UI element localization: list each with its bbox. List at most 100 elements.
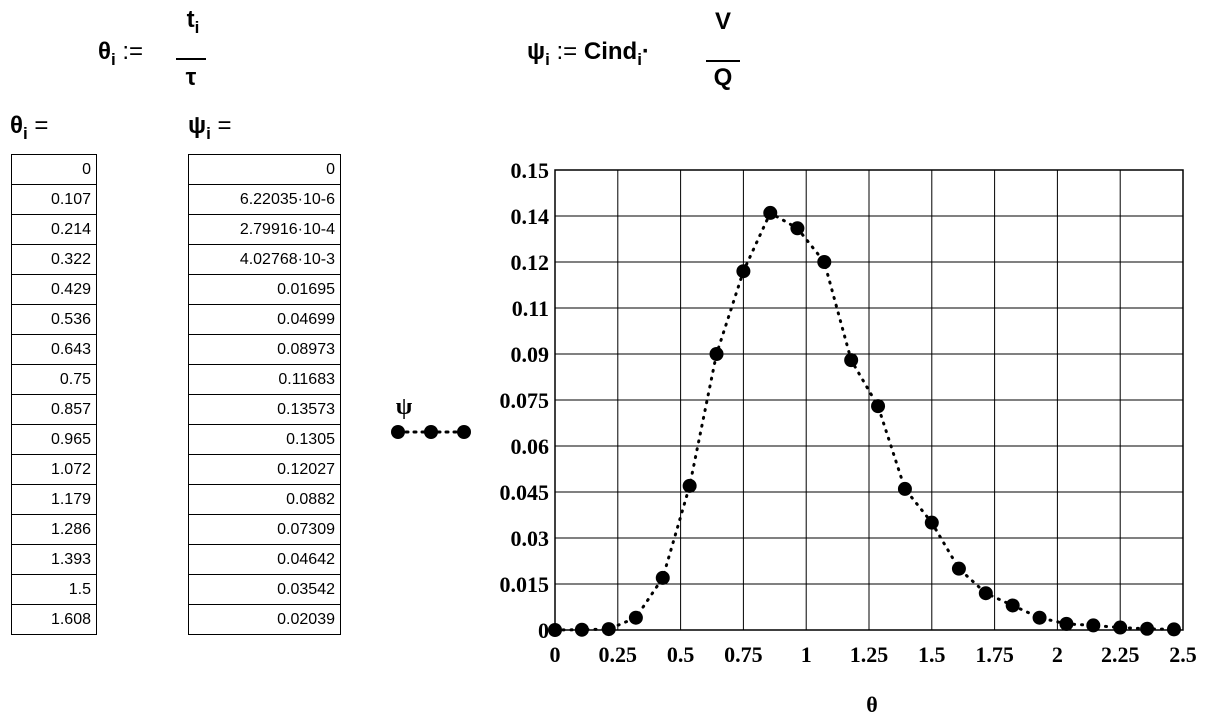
legend-marker (391, 425, 405, 439)
data-point (1140, 621, 1155, 636)
psi-table-cell: 0.04699 (189, 305, 340, 335)
data-point (574, 622, 589, 637)
theta-table-cell: 1.608 (12, 605, 96, 635)
theta-table-cell: 0.429 (12, 275, 96, 305)
y-tick-label: 0.12 (511, 250, 550, 275)
x-tick-label: 0.25 (599, 642, 638, 667)
theta-table-cell: 0.643 (12, 335, 96, 365)
data-point (897, 481, 912, 496)
x-tick-label: 0.75 (724, 642, 763, 667)
y-tick-label: 0.015 (500, 572, 550, 597)
psi-table-cell: 0.11683 (189, 365, 340, 395)
theta-table-cell: 0 (12, 155, 96, 185)
psi-table-cell: 0.03542 (189, 575, 340, 605)
psi-table-header: ψi = (188, 112, 232, 143)
theta-subscript: i (110, 50, 116, 69)
psi-formula-lhs: ψi := Cindi· (527, 38, 650, 69)
psi-table-cell: 6.22035·10-6 (189, 185, 340, 215)
cind-variable: Cind (583, 38, 638, 65)
x-tick-label: 2 (1052, 642, 1063, 667)
x-tick-label: 1.75 (975, 642, 1014, 667)
data-point (817, 255, 832, 269)
theta-table-cell: 0.322 (12, 245, 96, 275)
legend-label: ψ (396, 394, 413, 420)
x-tick-label: 0.5 (667, 642, 695, 667)
data-point (790, 221, 805, 236)
data-point (682, 478, 697, 493)
data-point (844, 353, 859, 368)
series-line (553, 210, 1176, 632)
theta-table-cell: 0.75 (12, 365, 96, 395)
x-tick-label: 1 (801, 642, 812, 667)
theta-table-cell: 1.179 (12, 485, 96, 515)
psi-values-table: 0 6.22035·10-6 2.79916·10-4 4.02768·10-3 0.0… (188, 154, 341, 635)
psi-table-cell: 0.12027 (189, 455, 340, 485)
psi-table-cell: 0.1305 (189, 425, 340, 455)
assign-operator: := (122, 38, 144, 65)
psi-denominator: Q (713, 64, 733, 91)
data-point (1059, 616, 1074, 631)
y-tick-label: 0.14 (511, 204, 550, 229)
psi-table-cell: 0.08973 (189, 335, 340, 365)
psi-table-cell: 2.79916·10-4 (189, 215, 340, 245)
cind-subscript: i (637, 50, 642, 69)
x-axis-label: θ (866, 692, 877, 717)
data-point (951, 561, 966, 576)
data-point (655, 570, 670, 585)
y-tick-label: 0 (538, 618, 549, 643)
data-point (548, 623, 562, 637)
assign-operator: := (556, 38, 578, 65)
theta-table-cell: 1.393 (12, 545, 96, 575)
data-point (709, 347, 724, 361)
data-point (601, 622, 616, 637)
y-tick-label: 0.09 (511, 342, 550, 367)
multiply-dot: · (641, 38, 650, 65)
theta-table-header: θi = (10, 112, 49, 143)
theta-table-cell: 0.857 (12, 395, 96, 425)
psi-table-cell: 0.02039 (189, 605, 340, 635)
data-point (736, 264, 751, 279)
data-point (1166, 622, 1181, 637)
theta-numerator: ti (186, 6, 200, 37)
theta-table-cell: 0.214 (12, 215, 96, 245)
psi-table-cell: 0.04642 (189, 545, 340, 575)
y-tick-label: 0.15 (511, 158, 550, 183)
y-tick-label: 0.03 (511, 526, 550, 551)
psi-fraction-bar (706, 60, 740, 62)
theta-table-cell: 1.286 (12, 515, 96, 545)
psi-table-cell: 0.13573 (189, 395, 340, 425)
x-tick-label: 1.5 (918, 642, 946, 667)
data-point (978, 586, 993, 601)
theta-formula-lhs: θi := (98, 38, 144, 69)
theta-fraction-bar (176, 58, 206, 60)
y-tick-label: 0.06 (511, 434, 550, 459)
data-point (871, 399, 886, 414)
data-point (1113, 620, 1128, 635)
data-point (1005, 598, 1020, 613)
psi-table-cell: 0.0882 (189, 485, 340, 515)
y-tick-label: 0.11 (512, 296, 549, 321)
y-tick-label: 0.075 (500, 388, 550, 413)
data-point (763, 205, 778, 220)
x-tick-label: 1.25 (850, 642, 889, 667)
x-tick-label: 0 (550, 642, 561, 667)
data-point (628, 610, 643, 625)
data-point (924, 515, 939, 530)
psi-table-cell: 4.02768·10-3 (189, 245, 340, 275)
psi-table-cell: 0.07309 (189, 515, 340, 545)
theta-table-cell: 0.536 (12, 305, 96, 335)
psi-numerator: V (714, 8, 731, 35)
theta-values-table: 0 0.107 0.214 0.322 0.429 0.536 0.643 0.75 0.857… (11, 154, 97, 635)
y-tick-label: 0.045 (500, 480, 550, 505)
psi-table-cell: 0 (189, 155, 340, 185)
theta-table-cell: 1.5 (12, 575, 96, 605)
data-point (1032, 610, 1047, 625)
psi-table-cell: 0.01695 (189, 275, 340, 305)
data-point (1086, 618, 1101, 633)
x-tick-label: 2.25 (1101, 642, 1140, 667)
x-tick-label: 2.5 (1169, 642, 1197, 667)
legend-marker (424, 425, 438, 439)
psi-subscript: i (545, 50, 550, 69)
psi-symbol: ψ (527, 38, 546, 65)
